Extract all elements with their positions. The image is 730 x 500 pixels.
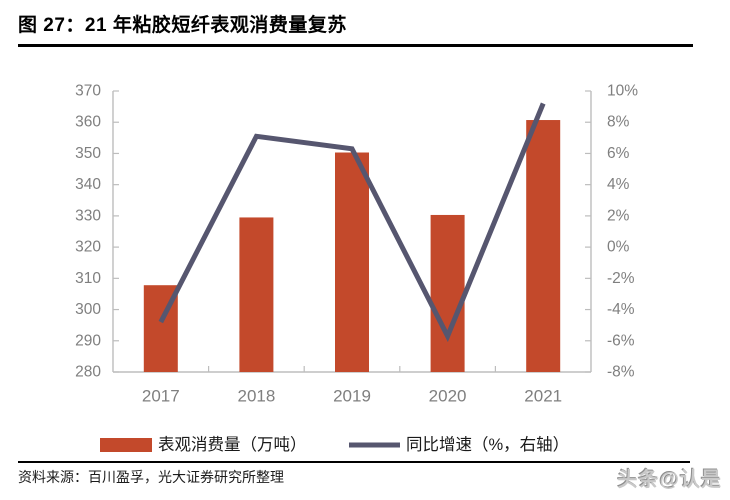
y-left-tick-label: 300 (75, 301, 101, 318)
y-right-tick-label: 8% (607, 114, 630, 131)
x-axis-label: 2017 (142, 387, 180, 406)
y-right-tick-label: 2% (607, 207, 630, 224)
legend-bar-label: 表观消费量（万吨） (158, 435, 307, 454)
watermark: 头条@认是 (617, 469, 722, 491)
title-divider (18, 44, 693, 47)
bar-2019 (335, 152, 369, 372)
x-axis-label: 2018 (237, 387, 275, 406)
bar-2020 (430, 214, 465, 372)
footer-divider (18, 461, 690, 463)
y-left-tick-label: 280 (75, 364, 101, 381)
y-right-tick-label: -2% (607, 270, 635, 287)
y-right-tick-label: 4% (607, 176, 630, 193)
y-right-tick-label: -6% (607, 332, 635, 349)
y-right-tick-label: 0% (607, 239, 630, 256)
y-right-tick-label: 6% (607, 145, 630, 162)
y-left-tick-label: 360 (75, 114, 101, 131)
y-left-tick-label: 340 (75, 176, 101, 193)
source-note: 资料来源：百川盈孚，光大证券研究所整理 (18, 469, 284, 485)
x-axis-label: 2020 (429, 387, 467, 406)
y-left-tick-label: 310 (75, 270, 101, 287)
y-right-tick-label: 10% (607, 83, 638, 100)
x-axis-label: 2021 (524, 387, 562, 406)
y-left-tick-label: 290 (75, 332, 101, 349)
x-axis-label: 2019 (333, 387, 371, 406)
legend-bar-swatch (100, 438, 152, 452)
growth-line (158, 102, 546, 343)
y-left-tick-label: 320 (75, 239, 101, 256)
legend-line-label: 同比增速（%，右轴） (406, 435, 569, 454)
y-left-tick-label: 330 (75, 207, 101, 224)
figure-title: 图 27：21 年粘胶短纤表观消费量复苏 (18, 15, 347, 36)
y-left-tick-label: 370 (75, 83, 101, 100)
y-left-tick-label: 350 (75, 145, 101, 162)
bar-line-chart: 280 290 300 310 320 330 340 350 360 370 -8% -6% -4% -… (75, 83, 638, 455)
bar-2018 (239, 217, 274, 372)
y-right-tick-label: -8% (607, 364, 635, 381)
y-right-tick-label: -4% (607, 301, 635, 318)
bar-2021 (526, 120, 561, 372)
